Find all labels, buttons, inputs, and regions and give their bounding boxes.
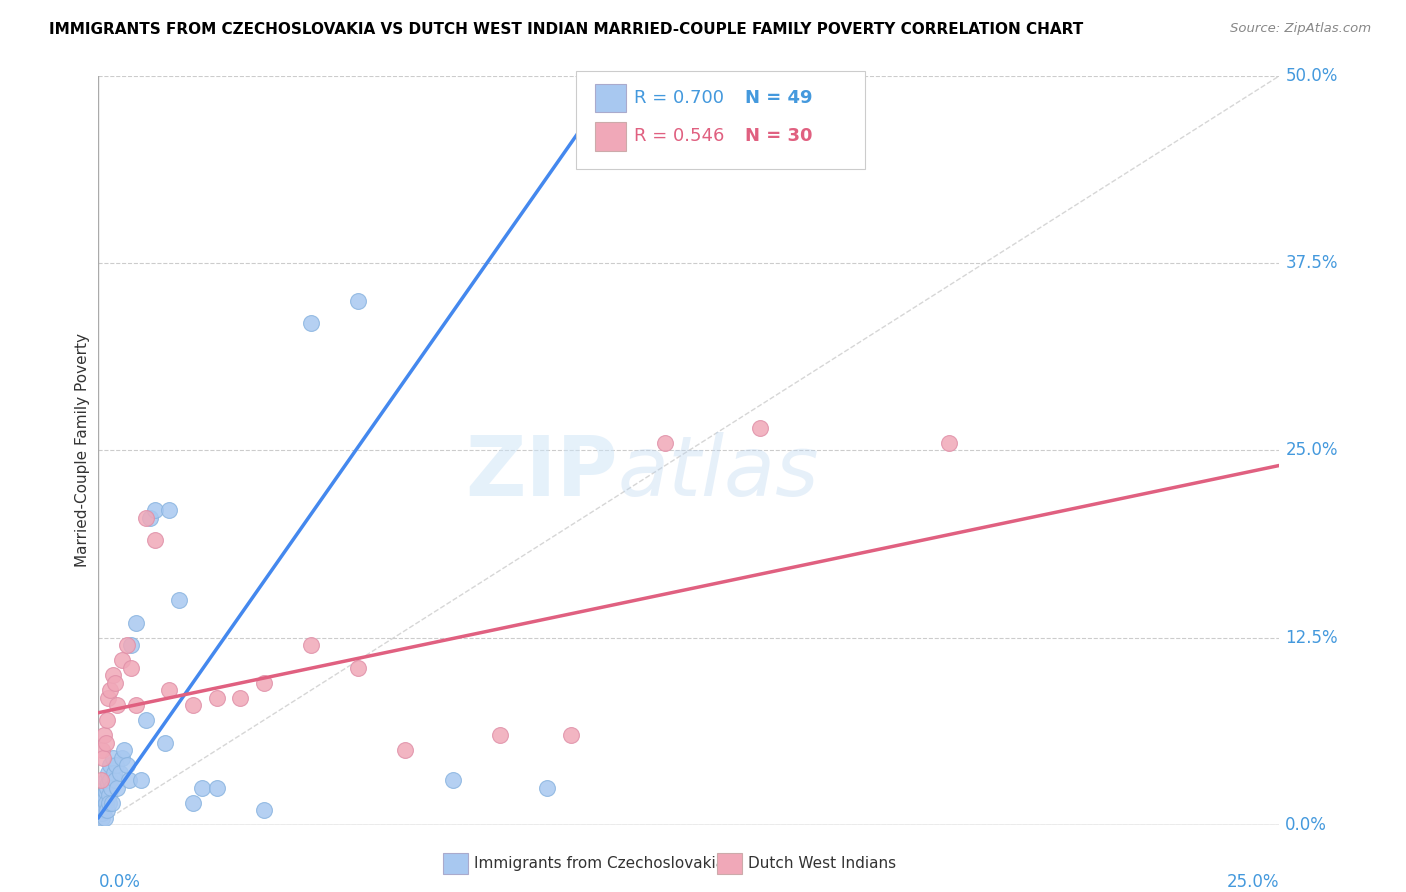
Point (139, 511, 162, 525)
Point (94, 811, 117, 825)
Point (125, 615, 148, 630)
Text: 25.0%: 25.0% (1285, 442, 1339, 459)
Point (94, 736, 117, 750)
Point (229, 690, 252, 705)
Point (98, 683, 121, 698)
Point (181, 796, 204, 810)
Point (96, 713, 118, 727)
Point (299, 316, 322, 330)
Text: ZIP: ZIP (465, 433, 619, 514)
Text: atlas: atlas (619, 433, 820, 514)
Text: 12.5%: 12.5% (1285, 629, 1339, 647)
Y-axis label: Married-Couple Family Poverty: Married-Couple Family Poverty (75, 334, 90, 567)
Point (98, 773, 121, 788)
Point (93, 803, 115, 817)
Point (347, 293, 370, 308)
Point (90, 803, 112, 817)
Point (167, 593, 190, 607)
Point (153, 736, 176, 750)
Point (157, 503, 180, 517)
Point (91, 750, 114, 764)
Point (441, 773, 464, 788)
Text: N = 30: N = 30 (745, 128, 813, 145)
Point (104, 675, 127, 690)
Point (97, 788, 120, 802)
Point (100, 780, 122, 795)
Text: Dutch West Indians: Dutch West Indians (748, 856, 896, 871)
Point (105, 780, 128, 795)
Point (98, 758, 121, 772)
Point (97, 690, 120, 705)
Point (654, 436, 676, 450)
Point (748, 421, 770, 435)
Point (135, 713, 157, 727)
Point (394, 743, 416, 757)
Point (157, 683, 180, 698)
Point (97, 765, 120, 780)
Point (101, 668, 124, 682)
Point (191, 780, 214, 795)
Point (121, 638, 143, 652)
Point (118, 773, 141, 788)
Point (115, 758, 138, 772)
Point (101, 796, 124, 810)
Point (90, 773, 112, 788)
Point (560, 728, 582, 742)
Point (91, 743, 114, 757)
Text: N = 49: N = 49 (745, 89, 813, 107)
Point (97, 776, 120, 790)
Point (205, 780, 228, 795)
Point (105, 758, 128, 772)
Point (143, 533, 166, 548)
Text: 0.0%: 0.0% (98, 873, 141, 891)
Point (93, 788, 115, 802)
Point (103, 765, 125, 780)
Text: 37.5%: 37.5% (1285, 254, 1339, 272)
Point (93, 791, 115, 805)
Point (489, 728, 512, 742)
Point (91, 800, 114, 814)
Point (115, 638, 138, 652)
Text: 50.0%: 50.0% (1285, 67, 1337, 85)
Point (129, 773, 152, 788)
Text: IMMIGRANTS FROM CZECHOSLOVAKIA VS DUTCH WEST INDIAN MARRIED-COUPLE FAMILY POVERT: IMMIGRANTS FROM CZECHOSLOVAKIA VS DUTCH … (49, 22, 1084, 37)
Point (125, 698, 148, 713)
Point (205, 690, 228, 705)
Point (299, 638, 322, 652)
Text: Source: ZipAtlas.com: Source: ZipAtlas.com (1230, 22, 1371, 36)
Point (98, 796, 121, 810)
Point (105, 698, 128, 713)
Point (253, 803, 276, 817)
Point (135, 511, 157, 525)
Point (96, 780, 118, 795)
Point (90, 811, 112, 825)
Text: R = 0.546: R = 0.546 (634, 128, 724, 145)
Point (181, 698, 204, 713)
Point (93, 728, 115, 742)
Text: R = 0.700: R = 0.700 (634, 89, 724, 107)
Text: 0.0%: 0.0% (1285, 816, 1327, 834)
Point (91, 806, 114, 821)
Point (536, 780, 558, 795)
Point (112, 743, 135, 757)
Point (94, 785, 117, 799)
Point (347, 661, 370, 675)
Text: 25.0%: 25.0% (1227, 873, 1279, 891)
Point (121, 661, 143, 675)
Point (91, 796, 114, 810)
Text: Immigrants from Czechoslovakia: Immigrants from Czechoslovakia (474, 856, 725, 871)
Point (108, 765, 131, 780)
Point (111, 750, 134, 764)
Point (143, 503, 166, 517)
Point (101, 750, 124, 764)
Point (253, 675, 276, 690)
Point (104, 773, 127, 788)
Point (96, 773, 118, 788)
Point (111, 653, 134, 667)
Point (96, 803, 118, 817)
Point (938, 436, 960, 450)
Point (94, 796, 117, 810)
